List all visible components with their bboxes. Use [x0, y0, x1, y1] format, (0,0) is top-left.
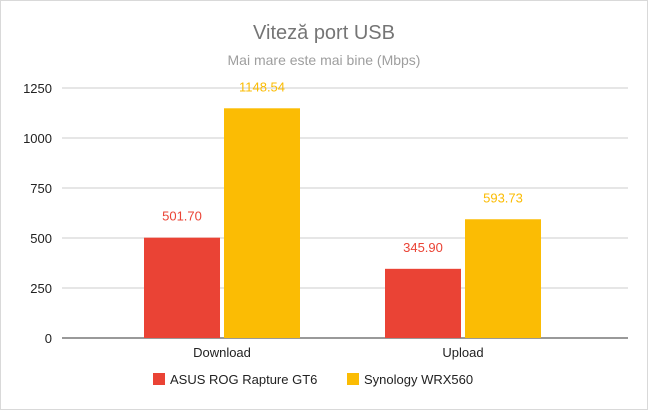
bar-asus-rog-rapture-gt6-download — [144, 237, 220, 338]
x-category-label: Upload — [442, 345, 483, 360]
y-tick-label: 500 — [30, 231, 52, 246]
y-tick-label: 0 — [45, 331, 52, 346]
chart-title: Viteză port USB — [253, 22, 395, 44]
y-tick-label: 250 — [30, 281, 52, 296]
bars — [144, 108, 541, 339]
y-axis-ticks: 0 250 500 750 1000 1250 — [23, 81, 52, 346]
x-category-label: Download — [193, 345, 251, 360]
legend-swatch — [347, 373, 359, 385]
y-tick-label: 1000 — [23, 131, 52, 146]
y-tick-label: 1250 — [23, 81, 52, 96]
bar-synology-wrx560-download — [224, 108, 300, 339]
y-tick-label: 750 — [30, 181, 52, 196]
data-label: 345.90 — [403, 240, 443, 255]
data-labels: 501.70 1148.54 345.90 593.73 — [162, 79, 523, 255]
data-label: 501.70 — [162, 209, 202, 224]
bar-synology-wrx560-upload — [465, 219, 541, 338]
bar-asus-rog-rapture-gt6-upload — [385, 268, 461, 338]
chart-subtitle: Mai mare este mai bine (Mbps) — [228, 52, 421, 68]
x-axis-categories: Download Upload — [193, 345, 484, 360]
legend-swatch — [153, 373, 165, 385]
legend-label: ASUS ROG Rapture GT6 — [170, 372, 317, 387]
data-label: 1148.54 — [239, 79, 285, 94]
legend: ASUS ROG Rapture GT6 Synology WRX560 — [153, 372, 473, 387]
legend-label: Synology WRX560 — [364, 372, 473, 387]
data-label: 593.73 — [483, 190, 523, 205]
